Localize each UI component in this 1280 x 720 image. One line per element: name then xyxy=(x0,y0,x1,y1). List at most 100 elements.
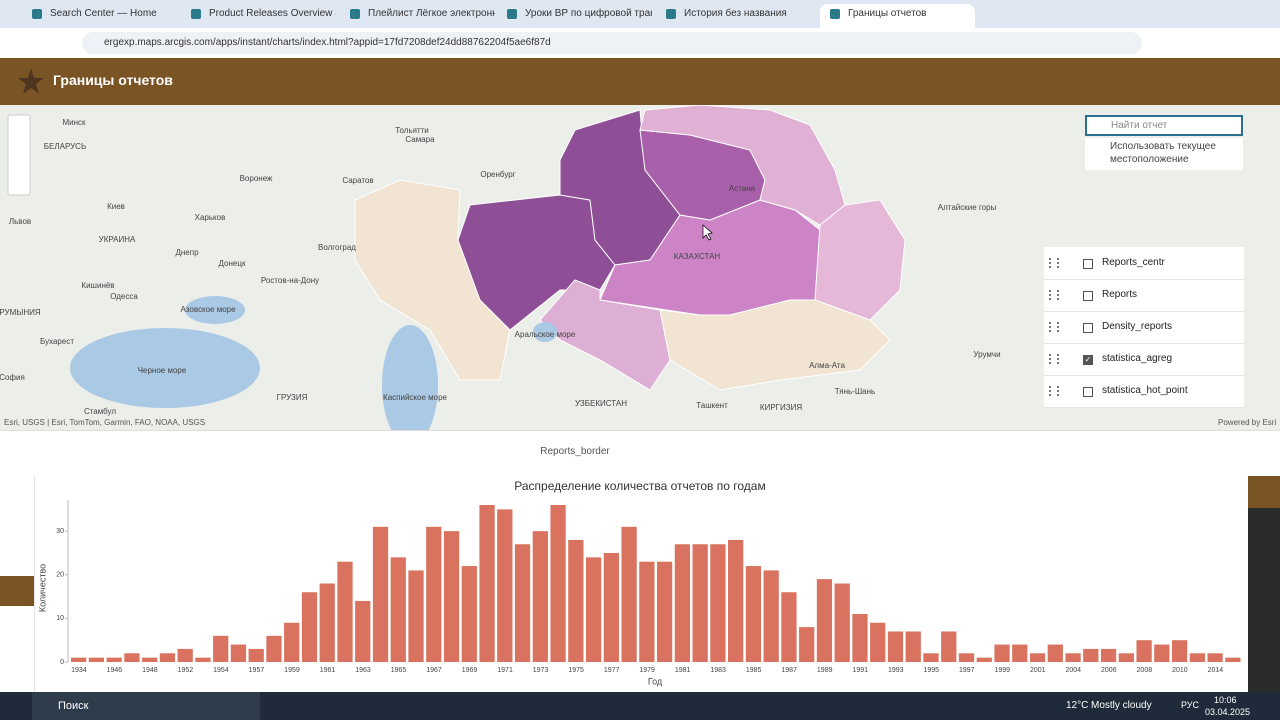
logo xyxy=(18,68,44,94)
bar xyxy=(1207,653,1223,662)
x-tick-label: 1969 xyxy=(462,667,478,674)
map-label: Азовское море xyxy=(180,305,236,314)
bar xyxy=(301,592,318,662)
layer-checkbox[interactable]: ✓ xyxy=(1083,355,1093,365)
map-label: Львов xyxy=(9,217,31,226)
bar xyxy=(177,648,193,662)
temperature: 12°C xyxy=(1066,700,1089,711)
layer-checkbox[interactable] xyxy=(1083,259,1093,269)
map-label: София xyxy=(0,373,25,382)
location-option[interactable]: Использовать текущее местоположение xyxy=(1085,138,1243,170)
bar xyxy=(763,570,779,662)
bar xyxy=(284,622,300,662)
map-label: Кишинёв xyxy=(81,281,114,290)
bar xyxy=(905,631,921,662)
chart-title: Распределение количества отчетов по года… xyxy=(514,479,765,493)
active-tool[interactable] xyxy=(0,576,34,606)
map-label: Воронеж xyxy=(240,174,273,183)
clock-time: 10:06 xyxy=(1214,695,1237,705)
browser-tab[interactable]: Product Releases Overview Slid xyxy=(181,4,336,28)
bar xyxy=(870,622,886,662)
x-tick-label: 1991 xyxy=(852,667,868,674)
x-tick-label: 1989 xyxy=(817,667,833,674)
x-tick-label: 1952 xyxy=(178,667,194,674)
map-label: Алтайские горы xyxy=(938,203,997,212)
bar xyxy=(692,544,708,662)
y-tick-label: 30 xyxy=(56,528,64,535)
x-tick-label: 1973 xyxy=(533,667,549,674)
map-label: Аральское море xyxy=(515,330,576,339)
bar xyxy=(124,653,140,662)
layer-checkbox[interactable] xyxy=(1083,323,1093,333)
x-tick-label: 1957 xyxy=(249,667,265,674)
bar xyxy=(657,561,673,662)
map-label: КИРГИЗИЯ xyxy=(760,403,802,412)
bar xyxy=(674,544,691,662)
bar xyxy=(1012,644,1028,662)
browser-tab[interactable]: Search Center — Home xyxy=(22,4,177,28)
bar xyxy=(443,531,460,662)
bar xyxy=(710,544,726,662)
bar xyxy=(728,539,744,662)
map-label: Черное море xyxy=(138,366,187,375)
language: РУС xyxy=(1181,700,1200,710)
drag-handle xyxy=(1049,322,1059,332)
map-label: УЗБЕКИСТАН xyxy=(575,399,627,408)
layer-row[interactable]: Reports xyxy=(1044,279,1244,312)
bar xyxy=(1225,657,1241,662)
weather: Mostly cloudy xyxy=(1091,700,1152,711)
bar xyxy=(923,653,939,662)
app-title: Границы отчетов xyxy=(53,72,173,88)
powered-by: Powered by Esri xyxy=(1218,418,1277,427)
bar xyxy=(887,631,904,662)
right-strip xyxy=(1248,476,1280,692)
browser-tab[interactable]: История без названия xyxy=(656,4,811,28)
taskbar-search[interactable]: Поиск xyxy=(32,692,260,720)
map-label: Тольятти xyxy=(395,126,429,135)
browser-tab[interactable]: Плейлист Лёгкое электронное xyxy=(340,4,495,28)
layer-name: statistica_agreg xyxy=(1102,353,1173,364)
tab-strip: Search Center — Home Product Releases Ove… xyxy=(0,0,1280,28)
layer-row[interactable]: statistica_hot_point xyxy=(1044,375,1244,408)
x-tick-label: 2006 xyxy=(1101,667,1117,674)
bar xyxy=(1029,653,1046,662)
map-label: Астана xyxy=(729,184,756,193)
x-tick-label: 1946 xyxy=(107,667,123,674)
bar xyxy=(799,627,815,662)
bar xyxy=(426,526,442,662)
url[interactable]: ergexp.maps.arcgis.com/apps/instant/char… xyxy=(82,32,1142,54)
x-tick-label: 1954 xyxy=(213,667,229,674)
bar xyxy=(461,566,477,662)
y-tick-label: 20 xyxy=(56,572,64,579)
drag-handle xyxy=(1049,354,1059,364)
chart-toggle[interactable] xyxy=(1248,476,1280,508)
browser-tab[interactable]: Уроки ВР по цифровой транс xyxy=(497,4,652,28)
layer-checkbox[interactable] xyxy=(1083,387,1093,397)
layer-row[interactable]: Reports_centr xyxy=(1044,247,1244,280)
bar xyxy=(319,583,335,662)
bar xyxy=(497,509,513,662)
map-label: Стамбул xyxy=(84,407,116,416)
layer-row[interactable]: Density_reports xyxy=(1044,311,1244,344)
search-input[interactable]: Найти отчет xyxy=(1085,115,1243,136)
bar xyxy=(532,531,548,662)
x-tick-label: 1997 xyxy=(959,667,975,674)
bar xyxy=(337,561,353,662)
x-tick-label: 1999 xyxy=(994,667,1010,674)
bar xyxy=(390,557,406,662)
map-label: Одесса xyxy=(110,292,138,301)
layer-row[interactable]: ✓ statistica_agreg xyxy=(1044,343,1244,376)
chart-sidebar xyxy=(0,476,35,692)
bar xyxy=(1154,644,1170,662)
bar xyxy=(408,570,424,662)
browser-tab[interactable]: Границы отчетов xyxy=(820,4,975,28)
chart: Распределение количества отчетов по года… xyxy=(37,479,1241,686)
drag-handle xyxy=(1049,290,1059,300)
map-label: Донецк xyxy=(219,259,246,268)
bar xyxy=(994,644,1010,662)
layer-list: Reports_centr Reports Density_reports ✓ stat… xyxy=(1044,247,1244,408)
bar xyxy=(1065,653,1081,662)
layer-checkbox[interactable] xyxy=(1083,291,1093,301)
map-label: Ростов-на-Дону xyxy=(261,276,319,285)
